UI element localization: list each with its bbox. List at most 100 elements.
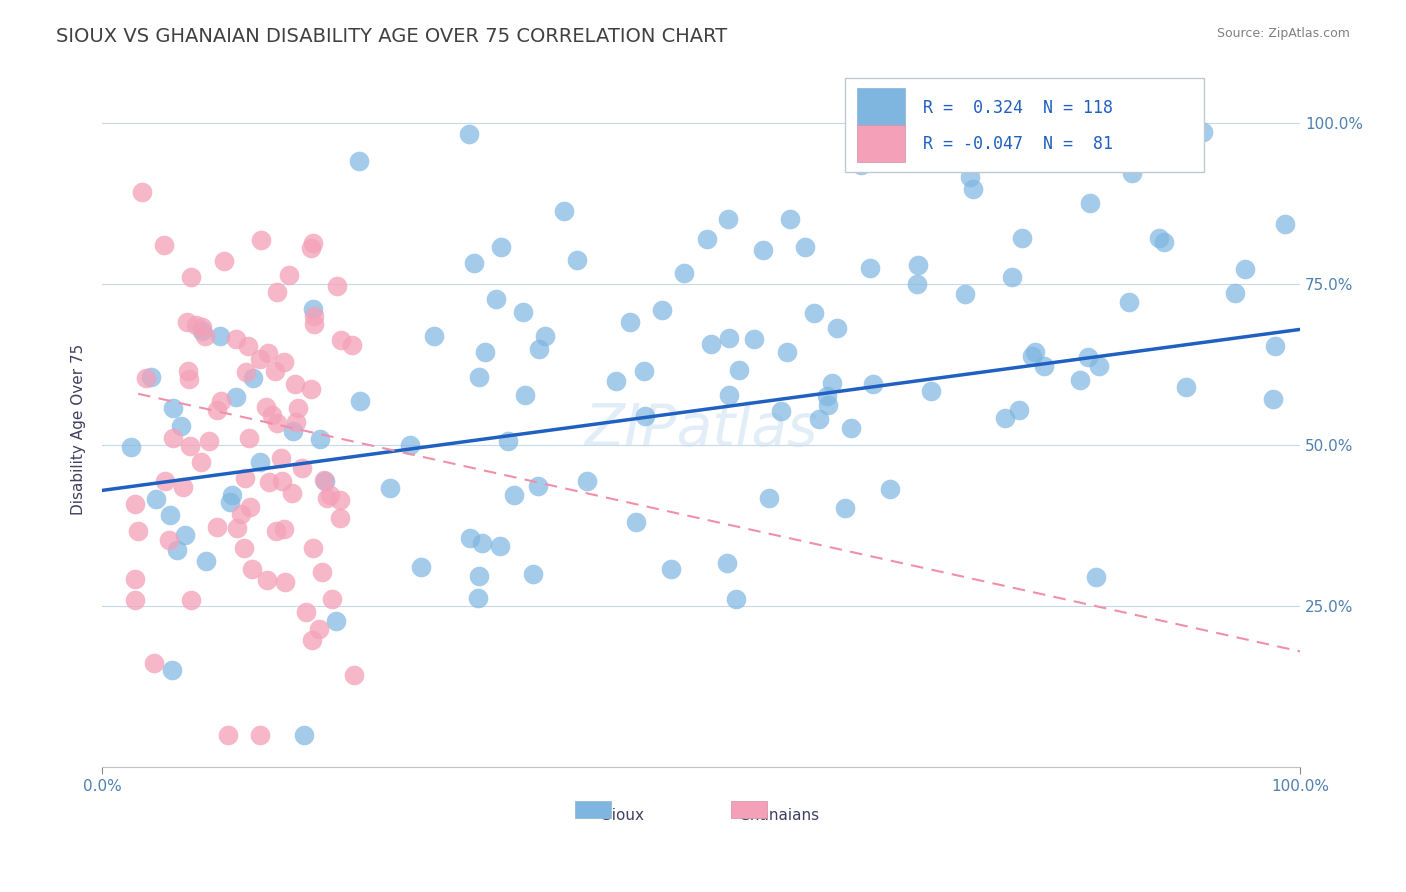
Point <box>135 370 157 384</box>
Point <box>172 480 194 494</box>
Point <box>1181 116 1204 130</box>
FancyBboxPatch shape <box>856 125 904 162</box>
Point <box>769 404 792 418</box>
Point <box>190 324 212 338</box>
Point <box>634 409 657 423</box>
Point <box>319 488 342 502</box>
Text: Source: ZipAtlas.com: Source: ZipAtlas.com <box>1216 27 1350 40</box>
Point <box>1011 230 1033 244</box>
Point <box>270 451 292 466</box>
Point <box>162 401 184 415</box>
Point <box>817 398 839 412</box>
Point <box>696 232 718 246</box>
Point <box>1274 218 1296 232</box>
Point <box>1008 403 1031 417</box>
Point <box>815 389 838 403</box>
Point <box>1153 235 1175 249</box>
Point <box>920 384 942 398</box>
Point <box>1234 261 1257 276</box>
Point <box>170 419 193 434</box>
Point <box>907 258 929 272</box>
Point <box>259 475 281 489</box>
Point <box>231 507 253 521</box>
Point <box>143 656 166 670</box>
Point <box>565 253 588 268</box>
Point <box>1264 339 1286 353</box>
Point <box>457 128 479 142</box>
Point <box>124 573 146 587</box>
Point <box>962 182 984 196</box>
Point <box>301 633 323 648</box>
Point <box>205 403 228 417</box>
Point <box>803 306 825 320</box>
Text: ZIPatlas: ZIPatlas <box>585 401 818 458</box>
FancyBboxPatch shape <box>856 87 904 125</box>
Point <box>779 211 801 226</box>
Point <box>180 270 202 285</box>
Point <box>191 320 214 334</box>
Point <box>513 388 536 402</box>
Point <box>727 363 749 377</box>
Point <box>208 329 231 343</box>
Point <box>273 355 295 369</box>
Point <box>157 533 180 547</box>
Point <box>225 390 247 404</box>
Point <box>292 728 315 742</box>
Point <box>249 233 271 247</box>
Text: Ghanaians: Ghanaians <box>738 808 820 822</box>
Point <box>249 455 271 469</box>
Point <box>512 304 534 318</box>
FancyBboxPatch shape <box>845 78 1204 172</box>
Point <box>325 279 347 293</box>
Point <box>717 388 740 402</box>
Point <box>260 409 283 423</box>
Point <box>503 488 526 502</box>
Point <box>471 536 494 550</box>
Point <box>1146 116 1168 130</box>
Point <box>194 329 217 343</box>
Point <box>717 331 740 345</box>
Point <box>281 425 304 439</box>
Point <box>661 562 683 576</box>
Point <box>1001 270 1024 285</box>
Point <box>205 520 228 534</box>
Point <box>145 491 167 506</box>
Point <box>575 475 598 489</box>
Point <box>716 556 738 570</box>
Point <box>302 301 325 316</box>
Point <box>1024 344 1046 359</box>
Point <box>325 614 347 628</box>
Point <box>329 492 352 507</box>
Point <box>700 337 723 351</box>
Point <box>1084 570 1107 584</box>
Point <box>295 605 318 619</box>
Point <box>233 541 256 556</box>
Point <box>841 420 863 434</box>
Point <box>301 235 323 250</box>
Point <box>651 302 673 317</box>
Point <box>959 170 981 185</box>
Point <box>1192 125 1215 139</box>
Point <box>821 376 844 390</box>
Point <box>1088 359 1111 373</box>
Text: Sioux: Sioux <box>602 808 644 822</box>
Point <box>120 440 142 454</box>
Point <box>153 475 176 489</box>
Point <box>277 268 299 282</box>
Point <box>342 338 364 352</box>
Point <box>1069 373 1091 387</box>
Point <box>825 320 848 334</box>
Point <box>309 433 332 447</box>
Point <box>316 491 339 505</box>
Point <box>257 345 280 359</box>
Point <box>624 515 647 529</box>
Point <box>284 376 307 391</box>
Point <box>225 521 247 535</box>
Point <box>299 241 322 255</box>
Point <box>851 158 873 172</box>
Point <box>859 261 882 276</box>
Point <box>399 437 422 451</box>
Point <box>287 401 309 415</box>
Point <box>463 256 485 270</box>
Point <box>605 374 627 388</box>
